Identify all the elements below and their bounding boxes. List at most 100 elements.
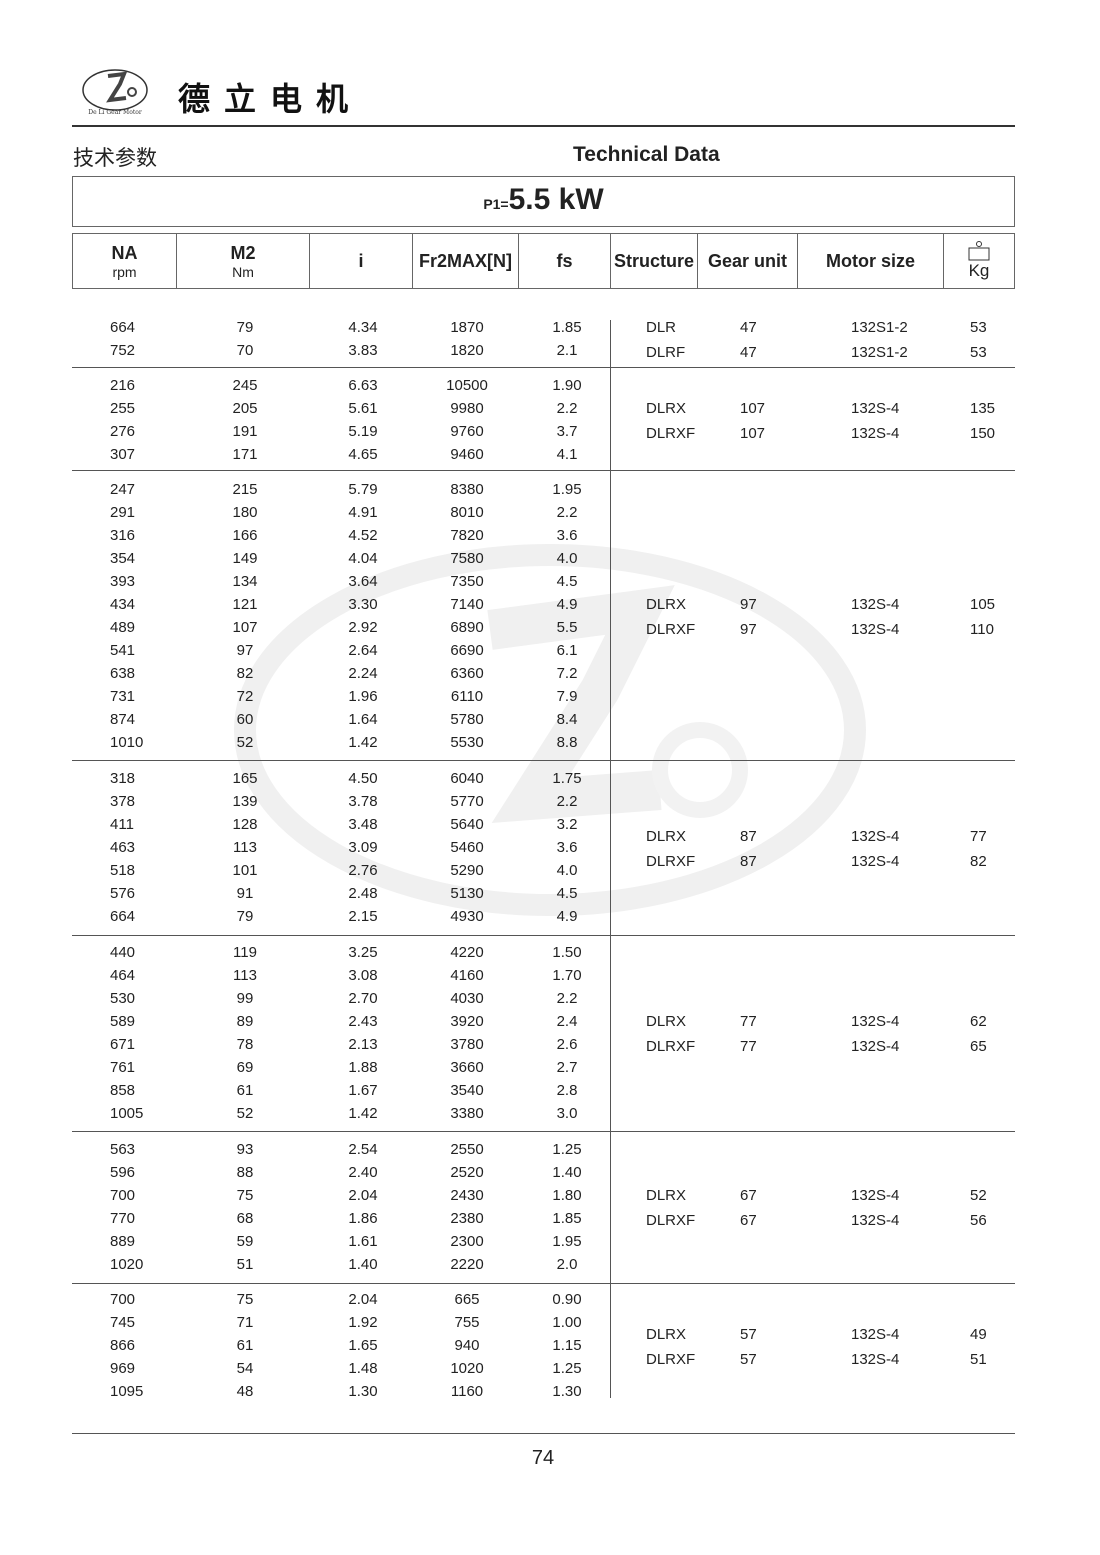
column-divider	[610, 320, 611, 1398]
cell-fs: 2.2	[556, 990, 578, 1007]
cell-na: 440	[110, 944, 136, 961]
cell-ratio: 2.15	[348, 908, 378, 925]
cell-m2: 128	[232, 816, 258, 833]
cell-ratio: 2.70	[348, 990, 378, 1007]
cell-weight: 56	[970, 1212, 987, 1229]
cell-fs: 2.1	[556, 342, 578, 359]
cell-fs: 8.4	[556, 711, 578, 728]
cell-structure: DLRX	[646, 596, 687, 613]
cell-fs: 0.90	[552, 1291, 582, 1308]
cell-fs: 7.2	[556, 665, 578, 682]
cell-na: 638	[110, 665, 136, 682]
cell-ratio: 1.67	[348, 1082, 378, 1099]
cell-na: 464	[110, 967, 136, 984]
cell-m2: 54	[236, 1360, 254, 1377]
cell-motor-size: 132S-4	[851, 1350, 900, 1368]
cell-fr2max: 2380	[450, 1210, 484, 1227]
cell-fs: 4.1	[556, 446, 578, 463]
cell-na: 752	[110, 342, 136, 359]
cell-fr2max: 4220	[450, 944, 484, 961]
cell-motor-size: 132S1-2	[851, 319, 908, 336]
cell-m2: 119	[233, 944, 257, 961]
cell-ratio: 4.34	[348, 319, 378, 336]
cell-fs: 3.2	[556, 816, 578, 833]
cell-na: 434	[110, 596, 136, 613]
group-separator	[72, 1131, 1015, 1132]
cell-gear-unit: 107	[740, 400, 766, 417]
cell-na: 889	[110, 1233, 136, 1250]
cell-fr2max: 5460	[450, 839, 484, 856]
col-na: NA rpm	[73, 234, 177, 288]
cell-m2: 139	[232, 793, 258, 810]
cell-fs: 4.5	[556, 885, 578, 902]
cell-m2: 113	[233, 839, 257, 856]
cell-fs: 2.2	[556, 504, 578, 521]
cell-m2: 101	[232, 862, 258, 879]
cell-gear-unit: 77	[740, 1013, 757, 1030]
cell-gear-unit: 67	[740, 1212, 757, 1229]
cell-fr2max: 3780	[450, 1036, 484, 1053]
cell-motor-size: 132S-4	[851, 852, 900, 870]
cell-fs: 7.9	[556, 688, 578, 705]
cell-fr2max: 1870	[450, 319, 484, 336]
cell-na: 354	[110, 550, 136, 567]
col-i: i	[310, 234, 413, 288]
cell-m2: 88	[236, 1164, 254, 1181]
cell-ratio: 6.63	[348, 377, 378, 394]
cell-ratio: 2.24	[348, 665, 378, 682]
cell-motor-size: 132S-4	[851, 1187, 900, 1204]
group-separator	[72, 1283, 1015, 1284]
cell-ratio: 4.50	[348, 770, 378, 787]
cell-fs: 1.40	[552, 1164, 582, 1181]
cell-fr2max: 2520	[450, 1164, 484, 1181]
cell-ratio: 2.76	[348, 862, 378, 879]
cell-ratio: 1.88	[348, 1059, 378, 1076]
cell-na: 318	[110, 770, 136, 787]
cell-na: 1010	[110, 734, 144, 751]
table-header: NA rpm M2 Nm i Fr2MAX[N] fs Structure Gear…	[72, 233, 1015, 289]
cell-fr2max: 9460	[450, 446, 484, 463]
cell-motor-size: 132S-4	[851, 400, 900, 417]
cell-ratio: 2.54	[348, 1141, 378, 1158]
group-separator	[72, 470, 1015, 471]
cell-fr2max: 6690	[450, 642, 484, 659]
cell-fr2max: 10500	[446, 377, 488, 394]
cell-ratio: 4.52	[348, 527, 378, 544]
cell-ratio: 1.61	[348, 1233, 378, 1250]
cell-ratio: 2.64	[348, 642, 378, 659]
cell-m2: 61	[236, 1082, 254, 1099]
cell-fs: 2.7	[556, 1059, 578, 1076]
cell-fs: 1.25	[552, 1141, 582, 1158]
cell-fs: 2.4	[556, 1013, 578, 1030]
cell-na: 770	[110, 1210, 136, 1227]
cell-na: 969	[110, 1360, 136, 1377]
cell-ratio: 1.42	[348, 1105, 378, 1122]
cell-m2: 72	[236, 688, 254, 705]
cell-m2: 165	[232, 770, 258, 787]
cell-fs: 6.1	[556, 642, 578, 659]
cell-ratio: 1.65	[348, 1337, 378, 1354]
cell-ratio: 3.83	[348, 342, 378, 359]
cell-fs: 1.75	[552, 770, 582, 787]
cell-m2: 97	[236, 642, 254, 659]
cell-fs: 1.80	[552, 1187, 582, 1204]
cell-ratio: 4.91	[348, 504, 378, 521]
cell-m2: 205	[232, 400, 258, 417]
cell-fr2max: 8010	[450, 504, 484, 521]
cell-fr2max: 665	[454, 1291, 480, 1308]
cell-fr2max: 2220	[450, 1256, 484, 1273]
cell-m2: 93	[236, 1141, 254, 1158]
cell-motor-size: 132S-4	[851, 596, 900, 613]
cell-na: 518	[110, 862, 136, 879]
cell-fr2max: 7350	[450, 573, 484, 590]
cell-m2: 113	[233, 967, 257, 984]
cell-structure: DLR	[646, 319, 677, 336]
cell-fs: 1.85	[552, 319, 582, 336]
cell-fr2max: 7140	[450, 596, 484, 613]
cell-m2: 166	[232, 527, 258, 544]
cell-gear-unit: 77	[740, 1038, 757, 1055]
cell-weight: 51	[970, 1350, 987, 1368]
cell-na: 463	[110, 839, 136, 856]
cell-ratio: 1.48	[348, 1360, 378, 1377]
